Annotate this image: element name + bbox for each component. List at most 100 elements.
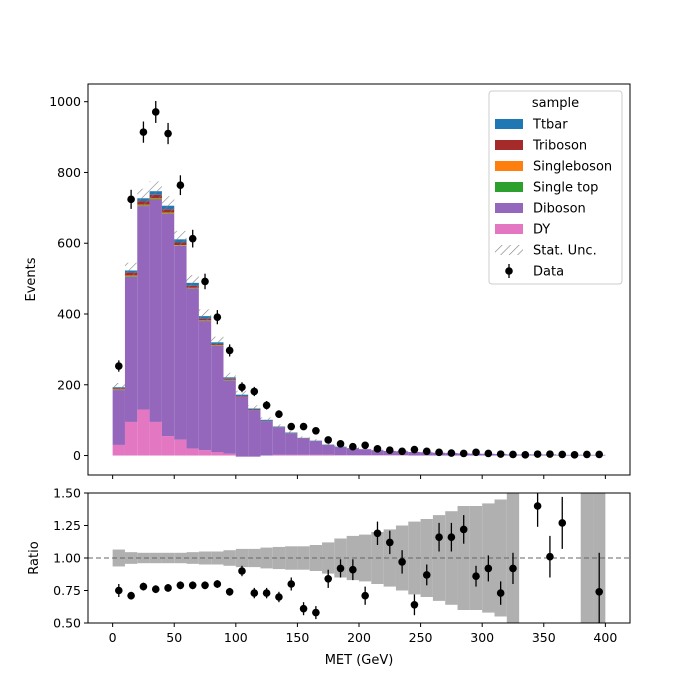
stat-unc-bin-0 [112,383,125,392]
ratio-point-36 [595,588,604,596]
ratio-unc-bin-0 [112,549,125,567]
data-point-31 [496,450,505,458]
ratio-point-26 [435,533,443,541]
main-ytick-label-5: 1000 [49,94,81,109]
data-point-21 [373,445,382,453]
data-point-2 [139,128,148,136]
ratio-xtick-label-2: 100 [224,630,248,645]
ratio-unc-bin-20 [359,534,372,582]
data-point-26 [435,448,443,457]
ratio-panel: 0.50 0.75 1.00 1.25 1.50 0 50 100 150 200 250 300 35… [27,486,631,668]
bar-diboson-bin-7 [198,321,212,451]
data-point-32 [509,450,517,459]
data-point-38 [583,450,591,459]
data-point-3 [151,108,160,116]
ratio-unc-bin-9 [223,550,236,566]
ratio-point-29 [472,572,480,580]
bar-dy-bin-6 [186,448,199,456]
legend-label-1: Triboson [532,139,587,154]
legend-swatch-6 [495,245,523,255]
data-point-27 [447,449,456,457]
ratio-point-12 [262,589,271,597]
stat-unc-bin-12 [260,417,273,423]
stat-unc-bin-16 [309,439,323,443]
legend-label-5: DY [533,223,550,238]
bar-dy-bin-16 [309,454,323,456]
data-point-28 [459,449,468,458]
bar-diboson-bin-19 [346,448,359,456]
ratio-xtick-label-1: 50 [166,630,182,645]
legend-label-0: Ttbar [532,118,568,133]
bar-diboson-bin-2 [137,206,150,410]
bar-dy-bin-3 [149,421,162,456]
ratio-point-3 [151,585,160,593]
ratio-xtick-label-3: 150 [285,630,309,645]
ratio-point-21 [373,529,382,538]
stat-unc-bin-4 [161,196,175,216]
ratio-points [114,493,604,623]
stat-unc-bin-10 [235,390,249,399]
bar-diboson-bin-16 [309,441,323,455]
stat-unc-bin-7 [198,309,212,323]
legend-swatch-5 [495,224,523,234]
ratio-ytick-label-4: 1.50 [53,486,81,501]
data-point-9 [225,346,234,355]
data-point-25 [422,447,431,456]
data-point-18 [336,440,345,448]
bar-diboson-bin-13 [272,427,286,455]
ratio-ytick-label-2: 1.00 [53,551,81,566]
data-point-1 [127,195,135,204]
ratio-xtick-label-7: 350 [532,630,556,645]
ratio-point-11 [250,589,259,597]
bar-diboson-bin-5 [174,245,187,440]
main-panel: 0 200 400 600 800 1000 Events [24,83,631,479]
bar-diboson-bin-20 [359,449,372,456]
bar-diboson-bin-6 [186,288,199,449]
bar-diboson-bin-11 [248,410,261,457]
data-point-16 [312,426,320,435]
ratio-point-13 [275,593,283,601]
data-point-5 [176,181,185,189]
data-point-14 [287,422,296,431]
data-point-30 [484,449,493,458]
ratio-point-22 [385,538,394,547]
data-point-39 [595,450,604,459]
ratio-xtick-label-6: 300 [470,630,494,645]
ratio-point-15 [299,604,308,613]
ratio-point-35 [558,519,567,527]
ratio-unc-bin-11 [248,548,261,568]
legend-label-7: Data [533,265,564,280]
bar-dy-bin-0 [112,444,125,456]
bar-dy-bin-9 [223,453,236,456]
stat-unc-bin-3 [149,181,162,202]
data-point-12 [262,401,271,410]
ratio-ytick-label-1: 0.75 [53,583,81,598]
bar-diboson-bin-24 [408,452,421,456]
ratio-point-0 [114,586,123,595]
ratio-point-23 [398,558,406,566]
bar-dy-bin-15 [297,454,310,456]
ratio-point-14 [287,580,296,588]
ratio-point-19 [349,565,357,574]
ratio-xtick-label-8: 400 [593,630,617,645]
bar-dy-bin-2 [137,409,150,456]
bar-diboson-bin-1 [124,276,138,422]
stat-unc-bin-20 [359,448,372,450]
bar-dy-bin-14 [285,454,298,456]
stat-unc-bin-14 [285,430,298,435]
ratio-xtick-label-0: 0 [109,630,117,645]
data-point-19 [349,442,357,451]
data-point-33 [521,451,530,459]
legend-swatch-1 [495,140,523,150]
ratio-point-24 [410,601,419,609]
legend-marker-7 [505,267,513,275]
data-point-36 [558,450,567,459]
ratio-ytick-label-3: 1.25 [53,518,81,533]
ratio-point-33 [533,502,542,510]
data-point-10 [238,383,246,392]
ratio-point-30 [484,564,493,573]
stat-unc-bin-2 [137,188,150,208]
bar-diboson-bin-3 [149,199,162,422]
data-point-23 [398,447,406,456]
